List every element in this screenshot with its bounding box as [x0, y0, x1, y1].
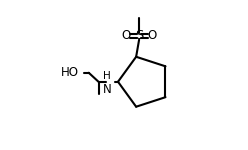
Text: H: H	[103, 71, 111, 81]
Text: HO: HO	[61, 66, 79, 79]
Text: S: S	[135, 29, 143, 42]
Text: O: O	[147, 29, 156, 42]
Text: N: N	[102, 83, 111, 96]
Text: O: O	[122, 29, 131, 42]
